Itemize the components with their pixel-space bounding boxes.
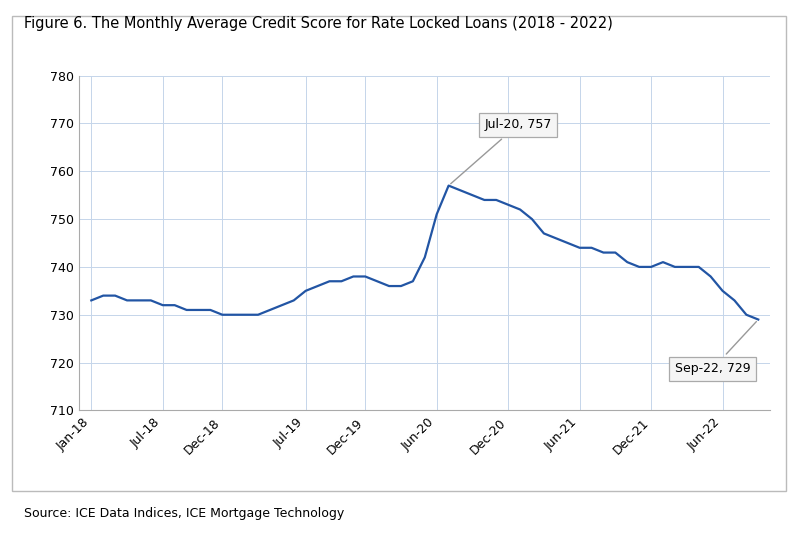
Text: Sep-22, 729: Sep-22, 729 [675, 321, 757, 375]
Text: Jul-20, 757: Jul-20, 757 [451, 118, 552, 184]
Text: Source: ICE Data Indices, ICE Mortgage Technology: Source: ICE Data Indices, ICE Mortgage T… [24, 507, 344, 519]
Text: Figure 6. The Monthly Average Credit Score for Rate Locked Loans (2018 - 2022): Figure 6. The Monthly Average Credit Sco… [24, 16, 613, 31]
